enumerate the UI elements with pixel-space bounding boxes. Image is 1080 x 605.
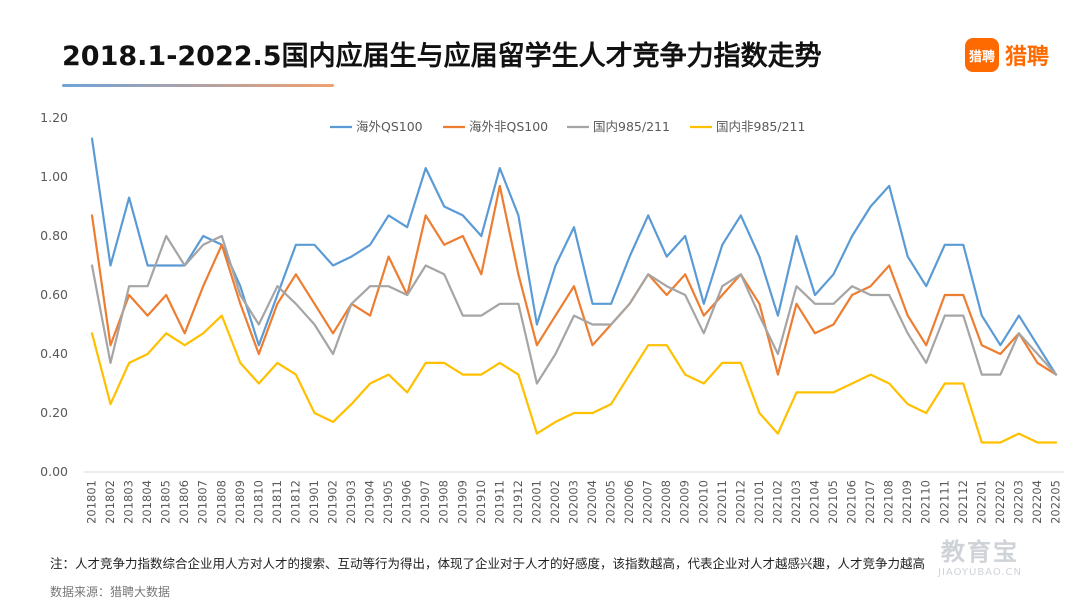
- legend-label: 海外非QS100: [469, 119, 548, 134]
- x-tick-label: 201808: [214, 480, 228, 524]
- chart-note: 注：人才竞争力指数综合企业用人方对人才的搜索、互动等行为得出，体现了企业对于人才…: [50, 556, 926, 571]
- x-tick-label: 202102: [770, 480, 784, 524]
- x-tick-label: 201902: [326, 480, 340, 524]
- x-tick-label: 201903: [344, 480, 358, 524]
- x-tick-label: 202105: [826, 480, 840, 524]
- x-tick-label: 201809: [233, 480, 247, 524]
- x-tick-label: 202109: [900, 480, 914, 524]
- x-tick-label: 201810: [251, 480, 265, 524]
- x-tick-label: 201911: [492, 480, 506, 524]
- x-tick-label: 202112: [956, 480, 970, 524]
- x-tick-label: 202107: [863, 480, 877, 524]
- x-tick-label: 201904: [363, 480, 377, 524]
- x-tick-label: 201912: [511, 480, 525, 524]
- x-tick-label: 201812: [288, 480, 302, 524]
- x-tick-label: 202101: [752, 480, 766, 524]
- y-tick-label: 0.80: [40, 228, 68, 243]
- watermark-sub: JIAOYUBAO.CN: [938, 567, 1022, 578]
- x-tick-label: 202202: [993, 480, 1007, 524]
- x-tick-label: 201807: [196, 480, 210, 524]
- series-line: [90, 137, 1058, 376]
- x-tick-label: 202204: [1030, 480, 1044, 524]
- brand: 猎聘 猎聘: [965, 38, 1049, 72]
- x-tick-label: 201906: [400, 480, 414, 524]
- title-underline: [62, 84, 334, 87]
- data-source: 数据来源：猎聘大数据: [50, 585, 171, 599]
- x-tick-label: 202103: [789, 480, 803, 524]
- brand-logo-icon: 猎聘: [965, 38, 999, 72]
- x-tick-label: 202007: [641, 480, 655, 524]
- y-tick-label: 0.40: [40, 346, 68, 361]
- x-tick-label: 202011: [715, 480, 729, 524]
- y-tick-label: 1.00: [40, 169, 68, 184]
- x-tick-label: 202012: [733, 480, 747, 524]
- x-tick-label: 201803: [122, 480, 136, 524]
- x-tick-label: 202009: [678, 480, 692, 524]
- brand-name: 猎聘: [1005, 45, 1050, 70]
- x-tick-label: 202203: [1011, 480, 1025, 524]
- series-line: [90, 314, 1058, 444]
- x-tick-label: 201909: [455, 480, 469, 524]
- x-tick-label: 202108: [882, 480, 896, 524]
- x-tick-label: 201804: [140, 480, 154, 524]
- x-tick-label: 202104: [808, 480, 822, 524]
- x-tick-label: 202201: [974, 480, 988, 524]
- x-tick-label: 202106: [845, 480, 859, 524]
- x-tick-label: 201901: [307, 480, 321, 524]
- x-tick-label: 201806: [177, 480, 191, 524]
- x-tick-label: 202003: [567, 480, 581, 524]
- x-tick-label: 202110: [919, 480, 933, 524]
- y-tick-label: 0.00: [40, 464, 68, 479]
- x-tick-label: 202004: [585, 480, 599, 524]
- x-tick-label: 201907: [418, 480, 432, 524]
- x-tick-label: 202111: [937, 480, 951, 524]
- line-chart: 0.00 0.20 0.40 0.60 0.80 1.00 1.20 201801 201802…: [40, 110, 1064, 524]
- x-tick-label: 202205: [1049, 480, 1063, 524]
- watermark: 教育宝 JIAOYUBAO.CN: [938, 532, 1022, 578]
- y-tick-label: 0.60: [40, 287, 68, 302]
- x-tick-label: 201801: [85, 480, 99, 524]
- x-tick-label: 201908: [437, 480, 451, 524]
- x-tick-label: 201905: [381, 480, 395, 524]
- x-tick-label: 201910: [474, 480, 488, 524]
- legend-label: 国内985/211: [593, 119, 670, 134]
- x-tick-label: 202002: [548, 480, 562, 524]
- x-tick-label: 202008: [659, 480, 673, 524]
- series-line: [90, 184, 1058, 376]
- x-tick-label: 202010: [696, 480, 710, 524]
- watermark-main: 教育宝: [940, 538, 1019, 566]
- legend-label: 海外QS100: [356, 119, 423, 134]
- series-line: [90, 234, 1058, 385]
- x-tick-label: 201805: [159, 480, 173, 524]
- x-tick-label: 202005: [604, 480, 618, 524]
- y-tick-label: 1.20: [40, 110, 68, 125]
- x-tick-label: 202006: [622, 480, 636, 524]
- legend-label: 国内非985/211: [716, 119, 805, 134]
- x-tick-label: 202001: [529, 480, 543, 524]
- y-tick-label: 0.20: [40, 405, 68, 420]
- x-tick-label: 201811: [270, 480, 284, 524]
- page-title: 2018.1-2022.5国内应届生与应届留学生人才竞争力指数走势: [62, 41, 822, 72]
- x-tick-label: 201802: [103, 480, 117, 524]
